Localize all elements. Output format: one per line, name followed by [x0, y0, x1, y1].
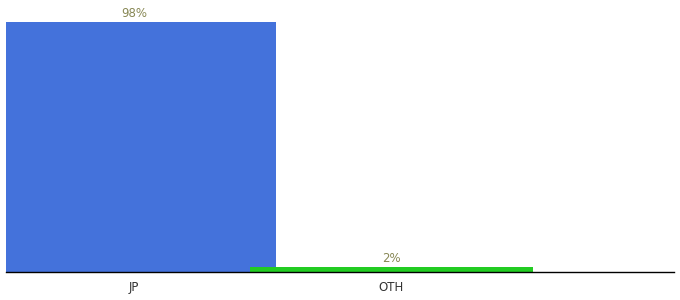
- Text: 98%: 98%: [121, 7, 147, 20]
- Bar: [0, 22, 275, 272]
- Bar: [250, 267, 533, 272]
- Text: 2%: 2%: [382, 252, 401, 265]
